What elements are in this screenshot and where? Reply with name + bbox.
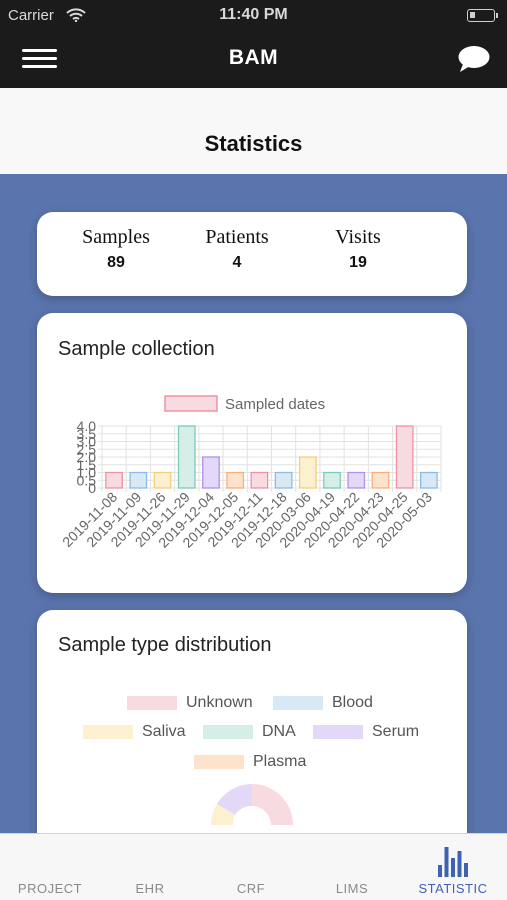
- legend-label: DNA: [262, 723, 296, 740]
- stat-label: Patients: [205, 226, 269, 248]
- tab-ehr[interactable]: EHR: [100, 834, 200, 900]
- legend-label: Sampled dates: [225, 396, 325, 413]
- tab-lims[interactable]: LIMS: [302, 834, 402, 900]
- wifi-icon: [66, 8, 86, 27]
- stat-patients: Patients 4: [177, 226, 297, 272]
- y-tick-label: 2.5: [77, 441, 97, 457]
- legend-swatch: [127, 696, 177, 710]
- tab-statistic[interactable]: STATISTIC: [403, 834, 503, 900]
- y-tick-label: 0.5: [77, 472, 97, 488]
- legend-label: Unknown: [186, 694, 253, 711]
- y-tick-label: 3.0: [77, 434, 97, 450]
- tab-label: PROJECT: [17, 881, 83, 896]
- y-tick-label: 1.0: [77, 465, 97, 481]
- sample-type-donut-chart: [211, 784, 293, 825]
- legend-swatch: [203, 725, 253, 739]
- card-title: Sample type distribution: [58, 634, 272, 656]
- tab-label: STATISTIC: [418, 881, 488, 896]
- bar-chart-icon: [438, 845, 468, 882]
- y-tick-label: 3.5: [77, 426, 97, 442]
- stat-visits: Visits 19: [298, 226, 418, 272]
- chat-bubble-icon[interactable]: [457, 44, 491, 79]
- tab-label: CRF: [236, 881, 266, 896]
- nav-bar: BAM: [0, 30, 507, 88]
- bar: [298, 456, 317, 489]
- card-title: Sample collection: [58, 338, 215, 360]
- stat-label: Visits: [335, 226, 381, 248]
- bar: [347, 471, 366, 489]
- bar: [226, 471, 245, 489]
- sample-distribution-card: Sample type distribution Unknown Blood S…: [37, 610, 467, 850]
- bar: [420, 471, 438, 489]
- legend-swatch: [273, 696, 323, 710]
- stat-value: 4: [232, 254, 242, 271]
- page-title: Statistics: [204, 131, 303, 156]
- bar: [129, 471, 148, 489]
- bar: [153, 471, 172, 489]
- tab-label: EHR: [135, 881, 165, 896]
- legend-swatch: [313, 725, 363, 739]
- stat-value: 89: [107, 254, 125, 271]
- sample-collection-chart: Sampled dates00.51.01.52.02.53.03.54.020…: [59, 395, 442, 551]
- y-tick-label: 2.0: [77, 449, 97, 465]
- legend-label: Serum: [372, 723, 420, 740]
- status-bar: Carrier 11:40 PM: [0, 0, 507, 30]
- bar: [250, 471, 269, 489]
- y-tick-label: 1.5: [77, 457, 97, 473]
- bar: [202, 456, 220, 489]
- bar: [395, 425, 414, 489]
- bar: [323, 471, 341, 489]
- bar: [274, 471, 293, 489]
- stat-samples: Samples 89: [56, 226, 176, 272]
- bar: [105, 471, 123, 489]
- bar: [371, 471, 390, 489]
- legend-swatch: [83, 725, 133, 739]
- app-title: BAM: [228, 46, 279, 69]
- tab-project[interactable]: PROJECT: [0, 834, 100, 900]
- bar: [177, 425, 196, 489]
- battery-icon: [467, 9, 498, 22]
- sample-collection-card: Sample collection Sampled dates 0 0.5 1.0 1.…: [37, 313, 467, 593]
- clock: 11:40 PM: [219, 6, 288, 23]
- legend-label: Saliva: [142, 723, 186, 740]
- summary-card: Samples 89 Patients 4 Visits 19: [37, 212, 467, 296]
- tab-label: LIMS: [335, 881, 369, 896]
- carrier-label: Carrier: [8, 7, 54, 24]
- tab-crf[interactable]: CRF: [201, 834, 301, 900]
- y-tick-label: 0: [88, 480, 96, 496]
- y-tick-label: 4.0: [77, 418, 97, 434]
- legend-swatch: [164, 395, 218, 412]
- tab-bar: PROJECT EHR CRF LIMS STATISTIC: [0, 833, 507, 900]
- hamburger-menu-icon[interactable]: [22, 49, 57, 69]
- legend-label: Plasma: [253, 753, 307, 770]
- legend-label: Blood: [332, 694, 373, 711]
- stat-label: Samples: [82, 226, 150, 248]
- page-header: Statistics: [0, 88, 507, 174]
- legend-swatch: [194, 755, 244, 769]
- stat-value: 19: [349, 254, 367, 271]
